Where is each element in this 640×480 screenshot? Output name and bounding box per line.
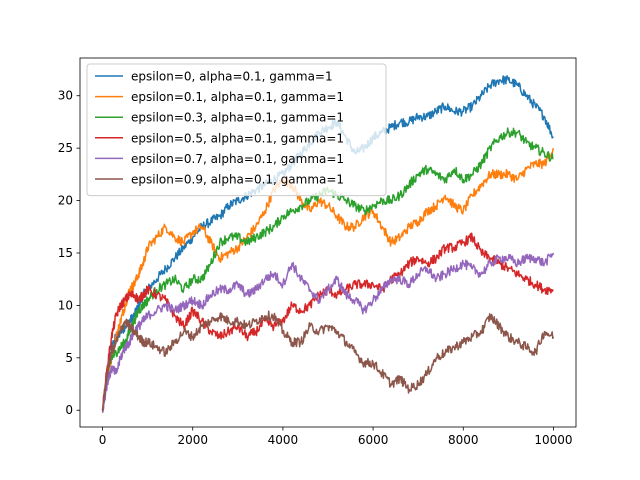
axes-frame [79,57,577,428]
x-tick-label: 10000 [534,433,572,447]
y-tick-label: 20 [58,194,73,208]
legend-label-4: epsilon=0.7, alpha=0.1, gamma=1 [131,152,344,166]
legend-label-5: epsilon=0.9, alpha=0.1, gamma=1 [131,173,344,187]
series-line-5 [102,310,555,412]
y-tick-label: 5 [65,351,73,365]
x-tick-label: 0 [99,433,107,447]
legend-label-1: epsilon=0.1, alpha=0.1, gamma=1 [131,90,344,104]
y-tick-label: 25 [58,141,73,155]
x-tick-label: 4000 [268,433,299,447]
series-layer [101,75,555,413]
legend: epsilon=0, alpha=0.1, gamma=1 epsilon=0.1… [86,63,387,197]
axes-layer: 0 2000 4000 6000 8000 10000 0 5 10 15 20 25 30 [58,57,577,447]
legend-label-3: epsilon=0.5, alpha=0.1, gamma=1 [131,131,344,145]
x-tick-label: 8000 [448,433,479,447]
legend-label-0: epsilon=0, alpha=0.1, gamma=1 [131,70,333,84]
y-tick-label: 10 [58,298,73,312]
legend-box [86,63,387,197]
series-line-4 [101,252,555,413]
y-tick-label: 30 [58,89,73,103]
x-tick-label: 2000 [177,433,208,447]
series-line-2 [102,127,554,411]
y-tick-label: 15 [58,246,73,260]
series-line-3 [101,232,554,411]
legend-label-2: epsilon=0.3, alpha=0.1, gamma=1 [131,111,344,125]
series-line-1 [101,147,555,411]
y-tick-label: 0 [65,403,73,417]
x-tick-label: 6000 [358,433,389,447]
